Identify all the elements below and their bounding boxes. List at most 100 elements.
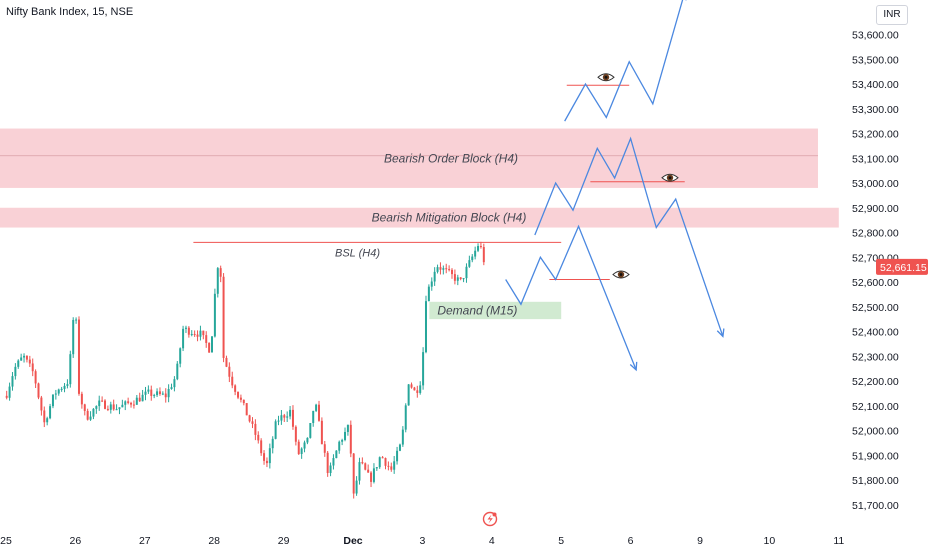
candle [132,400,135,409]
candle-body [254,423,257,435]
candle [289,406,292,420]
candle [462,278,465,283]
candle [263,450,266,465]
candle-body [422,352,425,386]
candle [104,399,107,410]
candle-body [320,420,323,445]
zone-0 [0,128,818,188]
candle-body [69,354,72,385]
candle-body [462,278,465,280]
candle-body [375,467,378,469]
candle-body [115,409,118,411]
currency-selector[interactable]: INR [876,5,908,25]
candle-body [135,397,138,405]
candle [352,452,355,499]
x-tick-label: 11 [833,535,844,547]
candle-body [401,429,404,445]
candle-body [208,342,211,353]
candle-body [199,330,202,337]
x-tick-label: 25 [0,535,12,547]
candle-body [413,387,416,391]
candle-body [80,393,83,405]
eye-pupil [619,273,623,276]
candle [77,316,80,396]
candle [378,456,381,469]
candle [187,326,190,338]
y-tick-label: 52,500.00 [852,302,899,314]
candle [332,454,335,470]
candle-body [442,268,445,270]
candle [274,419,277,440]
candle-body [95,406,98,409]
candle [69,350,72,388]
candle [135,394,138,405]
candle [477,243,480,253]
candle [370,471,373,488]
candle-body [263,453,266,461]
candle-body [101,400,104,402]
candle-body [54,393,57,395]
candle-body [430,281,433,287]
lightning-icon[interactable] [482,511,498,527]
candle-body [372,468,375,482]
candle-body [190,334,193,336]
candle [49,403,52,420]
candle-body [121,404,124,408]
x-tick-label: 9 [697,535,703,547]
candle [167,384,170,403]
candle [268,443,271,469]
candle [283,413,286,422]
candle [254,419,257,441]
candle-body [294,426,297,442]
y-tick-label: 53,500.00 [852,54,899,66]
candle-body [280,415,283,421]
candle [115,404,118,411]
candle-body [251,421,254,424]
candle-body [182,328,185,349]
candle-body [326,452,329,473]
candle [367,464,370,473]
candle-body [436,267,439,272]
candle [75,317,78,324]
time-axis[interactable]: 25 26 27 28 29 Dec 3 4 5 6 9 10 11 [0,535,844,547]
candle-body [184,327,187,329]
candle-body [465,266,468,279]
candle-body [132,404,135,406]
candle-body [341,439,344,442]
last-price-badge [876,258,928,275]
candles-layer [5,241,485,499]
eye-icon [612,270,630,279]
x-tick-label: 27 [139,535,151,547]
y-tick-label: 52,000.00 [852,426,899,438]
candle-body [286,416,289,418]
candle-body [419,385,422,393]
candle [410,382,413,389]
zones-layer [0,128,839,320]
candle-body [83,404,86,411]
candle [355,476,358,496]
candle-body [274,421,277,439]
candle [95,405,98,414]
price-axis[interactable]: 53,600.00 53,500.00 53,400.00 53,300.00 53,2… [843,0,932,550]
candle-body [86,410,89,420]
candle [465,263,468,283]
candle-body [329,465,332,473]
candle [208,342,211,353]
candle-body [109,404,112,410]
candle-body [167,389,170,398]
candle-body [34,371,37,384]
candle-body [66,384,69,386]
candle [323,440,326,457]
candle-body [427,286,430,302]
y-tick-label: 51,800.00 [852,475,899,487]
candle-body [106,408,109,410]
candle [294,425,297,446]
candle-body [127,401,130,403]
candle-body [306,437,309,443]
candle [393,456,396,474]
candle [471,254,474,263]
candle-body [141,394,144,402]
candle [291,405,294,430]
candle [349,420,352,458]
